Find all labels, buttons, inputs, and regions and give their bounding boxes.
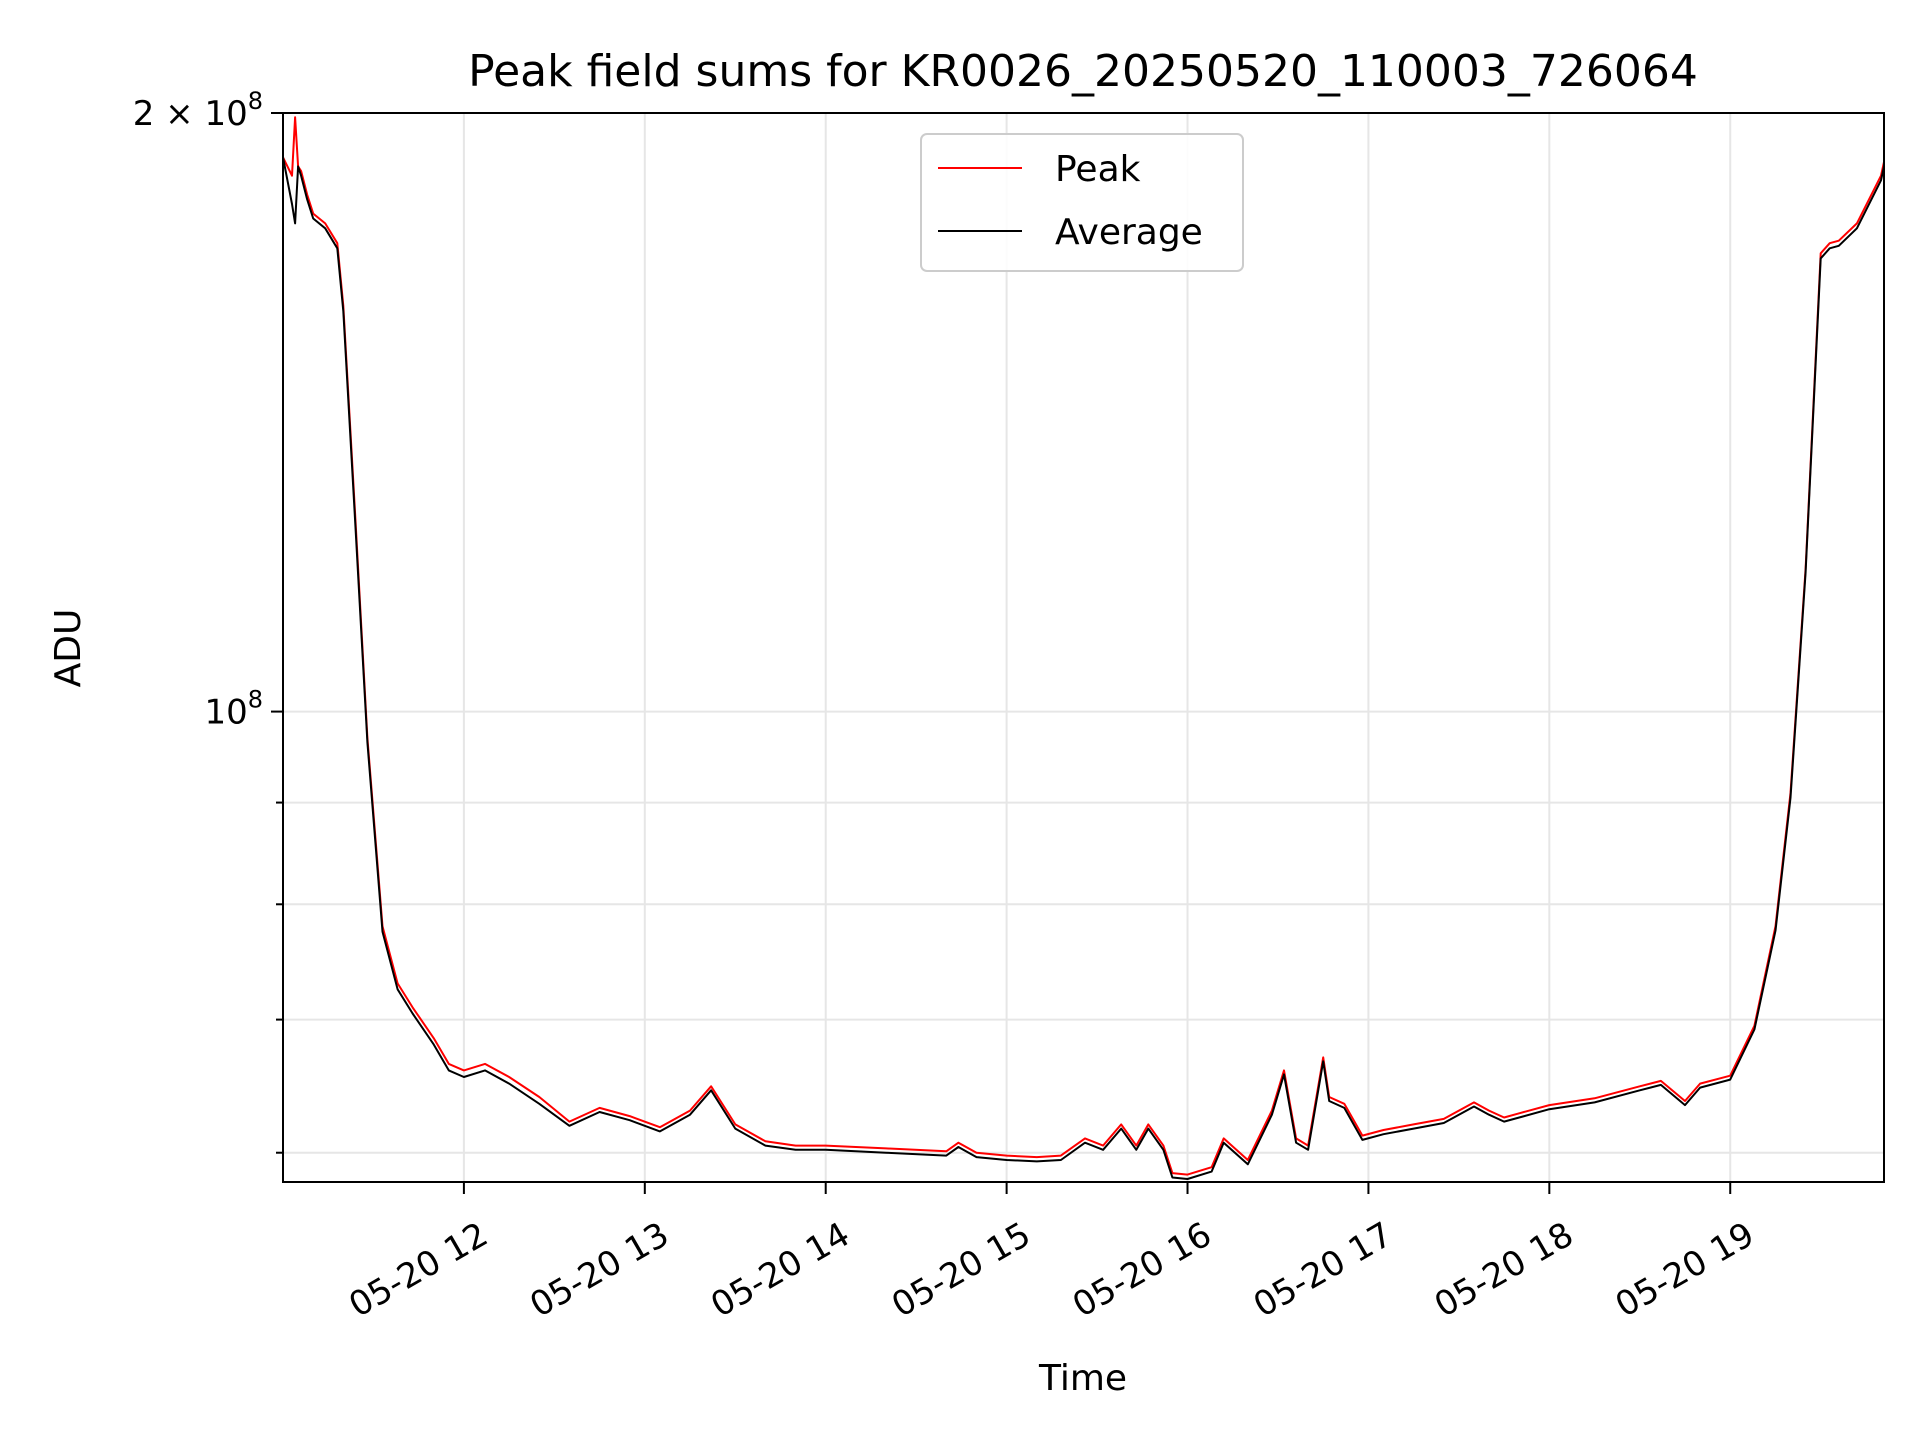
y-tick-label: 2 × 108 — [133, 87, 263, 134]
series-line-average — [283, 157, 1884, 1180]
x-axis-label: Time — [1038, 1358, 1127, 1399]
series-layer — [283, 116, 1884, 1180]
chart-title: Peak field sums for KR0026_20250520_1100… — [468, 46, 1698, 97]
y-axis-label: ADU — [48, 609, 89, 688]
series-line-peak — [283, 116, 1884, 1176]
legend: Peak Average — [920, 133, 1244, 272]
plot-frame — [282, 112, 1885, 1183]
legend-label-average: Average — [1055, 212, 1203, 253]
legend-label-peak: Peak — [1055, 149, 1141, 190]
